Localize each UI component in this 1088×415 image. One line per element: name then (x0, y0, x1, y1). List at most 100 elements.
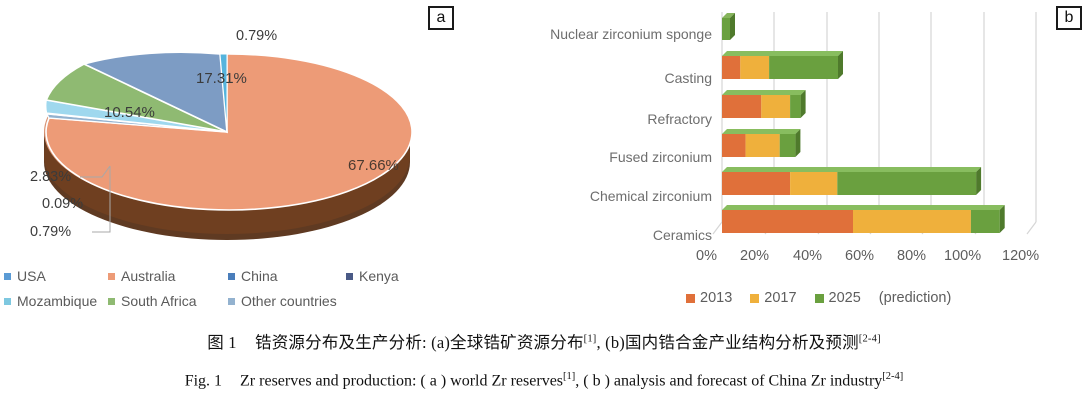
pie-value-kenya: 0.09% (42, 196, 84, 212)
legend-note-prediction: (prediction) (878, 290, 952, 306)
bar-gridlines (712, 12, 1037, 235)
legend-label-mozambique: Mozambique (17, 293, 98, 309)
legend-swatch-mozambique (4, 297, 11, 305)
bar-segment-refractory-2013[interactable] (722, 95, 762, 118)
legend-swatch-2017 (750, 293, 760, 303)
bar-segment-casting-2017[interactable] (740, 56, 770, 79)
pie-legend-item-usa[interactable]: USA (4, 268, 108, 284)
bar-legend-item-2017[interactable]: 2017 (750, 290, 797, 306)
caption-en-ref-1: [1] (563, 371, 576, 382)
bar-top-face-casting (722, 51, 843, 56)
bar-category-labels: Nuclear zirconium sponge Casting Refract… (490, 14, 712, 243)
bar-segment-ceramics-2017[interactable] (853, 210, 971, 233)
bar-category-fused-zirconium: Fused zirconium (609, 149, 712, 165)
x-tick-120: 120% (1002, 248, 1040, 264)
pie-slice-australia[interactable] (45, 53, 413, 211)
panel-label-a: a (428, 6, 454, 30)
caption-en-ref-2: [2-4] (882, 371, 904, 382)
x-tick-100: 100% (944, 248, 982, 264)
bar-chart-panel: Nuclear zirconium sponge Casting Refract… (490, 0, 1088, 325)
bar-top-face-nuclear-2025 (722, 13, 735, 18)
legend-label-kenya: Kenya (359, 268, 399, 284)
pie-value-china: 17.31% (196, 70, 247, 87)
caption-en-prefix: Fig. 1 (184, 372, 223, 390)
bar-side-face-chemical (976, 167, 982, 195)
bar-plot-svg (712, 12, 1037, 235)
pie-legend-item-south-africa[interactable]: South Africa (108, 293, 228, 309)
bar-legend-item-2013[interactable]: 2013 (686, 290, 732, 306)
pie-legend-item-kenya[interactable]: Kenya (346, 268, 446, 284)
bar-segment-refractory-2025[interactable] (790, 95, 801, 118)
bar-segment-fused-2013[interactable] (722, 134, 746, 157)
legend-label-usa: USA (17, 268, 46, 284)
pie-chart-panel: 0.79% 17.31% 10.54% 67.66% 2.83% 0.09% 0… (0, 0, 470, 325)
caption-chinese: 图 1 锆资源分布及生产分析: (a)全球锆矿资源分布[1], (b)国内锆合金… (0, 329, 1088, 353)
bar-group-ceramics (722, 205, 1005, 233)
bar-group-chemical-zirconium (722, 167, 982, 195)
caption-cn-body-1: 锆资源分布及生产分析: (a)全球锆矿资源分布 (255, 333, 584, 352)
caption-cn-prefix: 图 1 (207, 333, 237, 352)
bar-segment-chemical-2017[interactable] (790, 172, 838, 195)
bar-segment-ceramics-2013[interactable] (722, 210, 853, 233)
legend-label-china: China (241, 268, 278, 284)
bar-segment-casting-2025[interactable] (769, 56, 838, 79)
bar-segment-chemical-2013[interactable] (722, 172, 791, 195)
bar-top-face-refractory (722, 90, 806, 95)
bar-group-nuclear-zirconium-sponge (722, 13, 735, 40)
x-tick-0: 0% (696, 248, 717, 264)
bar-side-face-nuclear-2025 (730, 13, 735, 40)
caption-cn-ref-2: [2-4] (858, 333, 881, 345)
bar-segment-ceramics-2025[interactable] (970, 210, 1000, 233)
bar-plot-area (712, 8, 1067, 242)
bar-x-axis-labels: 0% 20% 40% 60% 80% 100% 120% (680, 248, 1080, 270)
pie-legend: USA Australia China Kenya Mozambique Sou… (4, 268, 464, 309)
legend-swatch-kenya (346, 272, 353, 280)
bar-top-face-chemical (722, 167, 982, 172)
legend-label-south-africa: South Africa (121, 293, 197, 309)
bar-segment-fused-2017[interactable] (745, 134, 780, 157)
bar-side-face-casting (838, 51, 843, 79)
bar-category-chemical-zirconium: Chemical zirconium (589, 188, 712, 204)
pie-value-australia: 67.66% (348, 157, 399, 174)
legend-swatch-2013 (686, 293, 695, 303)
legend-swatch-2025 (814, 293, 824, 303)
caption-cn-body-2: , (b)国内锆合金产业结构分析及预测 (596, 333, 859, 352)
bar-segment-nuclear-2025[interactable] (722, 18, 730, 40)
bar-segment-refractory-2017[interactable] (761, 95, 791, 118)
pie-slice-china[interactable] (81, 51, 228, 134)
legend-label-other-countries: Other countries (241, 293, 337, 309)
pie-legend-item-australia[interactable]: Australia (108, 268, 228, 284)
bar-segment-chemical-2025[interactable] (837, 172, 977, 195)
panel-label-b: b (1056, 6, 1082, 30)
x-tick-80: 80% (897, 248, 927, 264)
bar-group-refractory (722, 90, 806, 118)
pie-value-other-countries: 0.79% (30, 224, 72, 240)
bar-segment-casting-2013[interactable] (722, 56, 741, 79)
x-tick-40: 40% (793, 248, 823, 264)
bar-side-face-refractory (800, 90, 806, 118)
pie-slice-usa[interactable] (219, 53, 228, 133)
figure-captions: 图 1 锆资源分布及生产分析: (a)全球锆矿资源分布[1], (b)国内锆合金… (0, 325, 1088, 415)
pie-legend-item-china[interactable]: China (228, 268, 346, 284)
bar-top-face-ceramics (722, 205, 1005, 210)
pie-chart: 0.79% 17.31% 10.54% 67.66% 2.83% 0.09% 0… (18, 14, 438, 264)
bar-category-casting: Casting (664, 70, 712, 86)
pie-value-mozambique: 2.83% (30, 169, 72, 185)
legend-swatch-south-africa (108, 297, 115, 305)
legend-swatch-australia (108, 272, 115, 280)
bar-side-face-fused (795, 129, 801, 157)
pie-slices (45, 51, 413, 211)
bar-category-nuclear-zirconium-sponge: Nuclear zirconium sponge (550, 26, 712, 42)
bar-side-face-ceramics (999, 205, 1005, 233)
pie-leader-lines (80, 165, 111, 233)
pie-legend-item-other-countries[interactable]: Other countries (228, 293, 346, 309)
caption-english: Fig. 1 Zr reserves and production: ( a )… (0, 371, 1088, 390)
bar-top-face-fused (722, 129, 801, 134)
caption-en-body-2: , ( b ) analysis and forecast of China Z… (575, 372, 883, 390)
bar-legend-item-2025[interactable]: 2025 (814, 290, 861, 306)
caption-cn-ref-1: [1] (583, 333, 597, 345)
bar-segment-fused-2025[interactable] (779, 134, 796, 157)
bar-group-casting (722, 51, 843, 79)
pie-legend-item-mozambique[interactable]: Mozambique (4, 293, 108, 309)
pie-slice-south-africa[interactable] (45, 63, 228, 133)
